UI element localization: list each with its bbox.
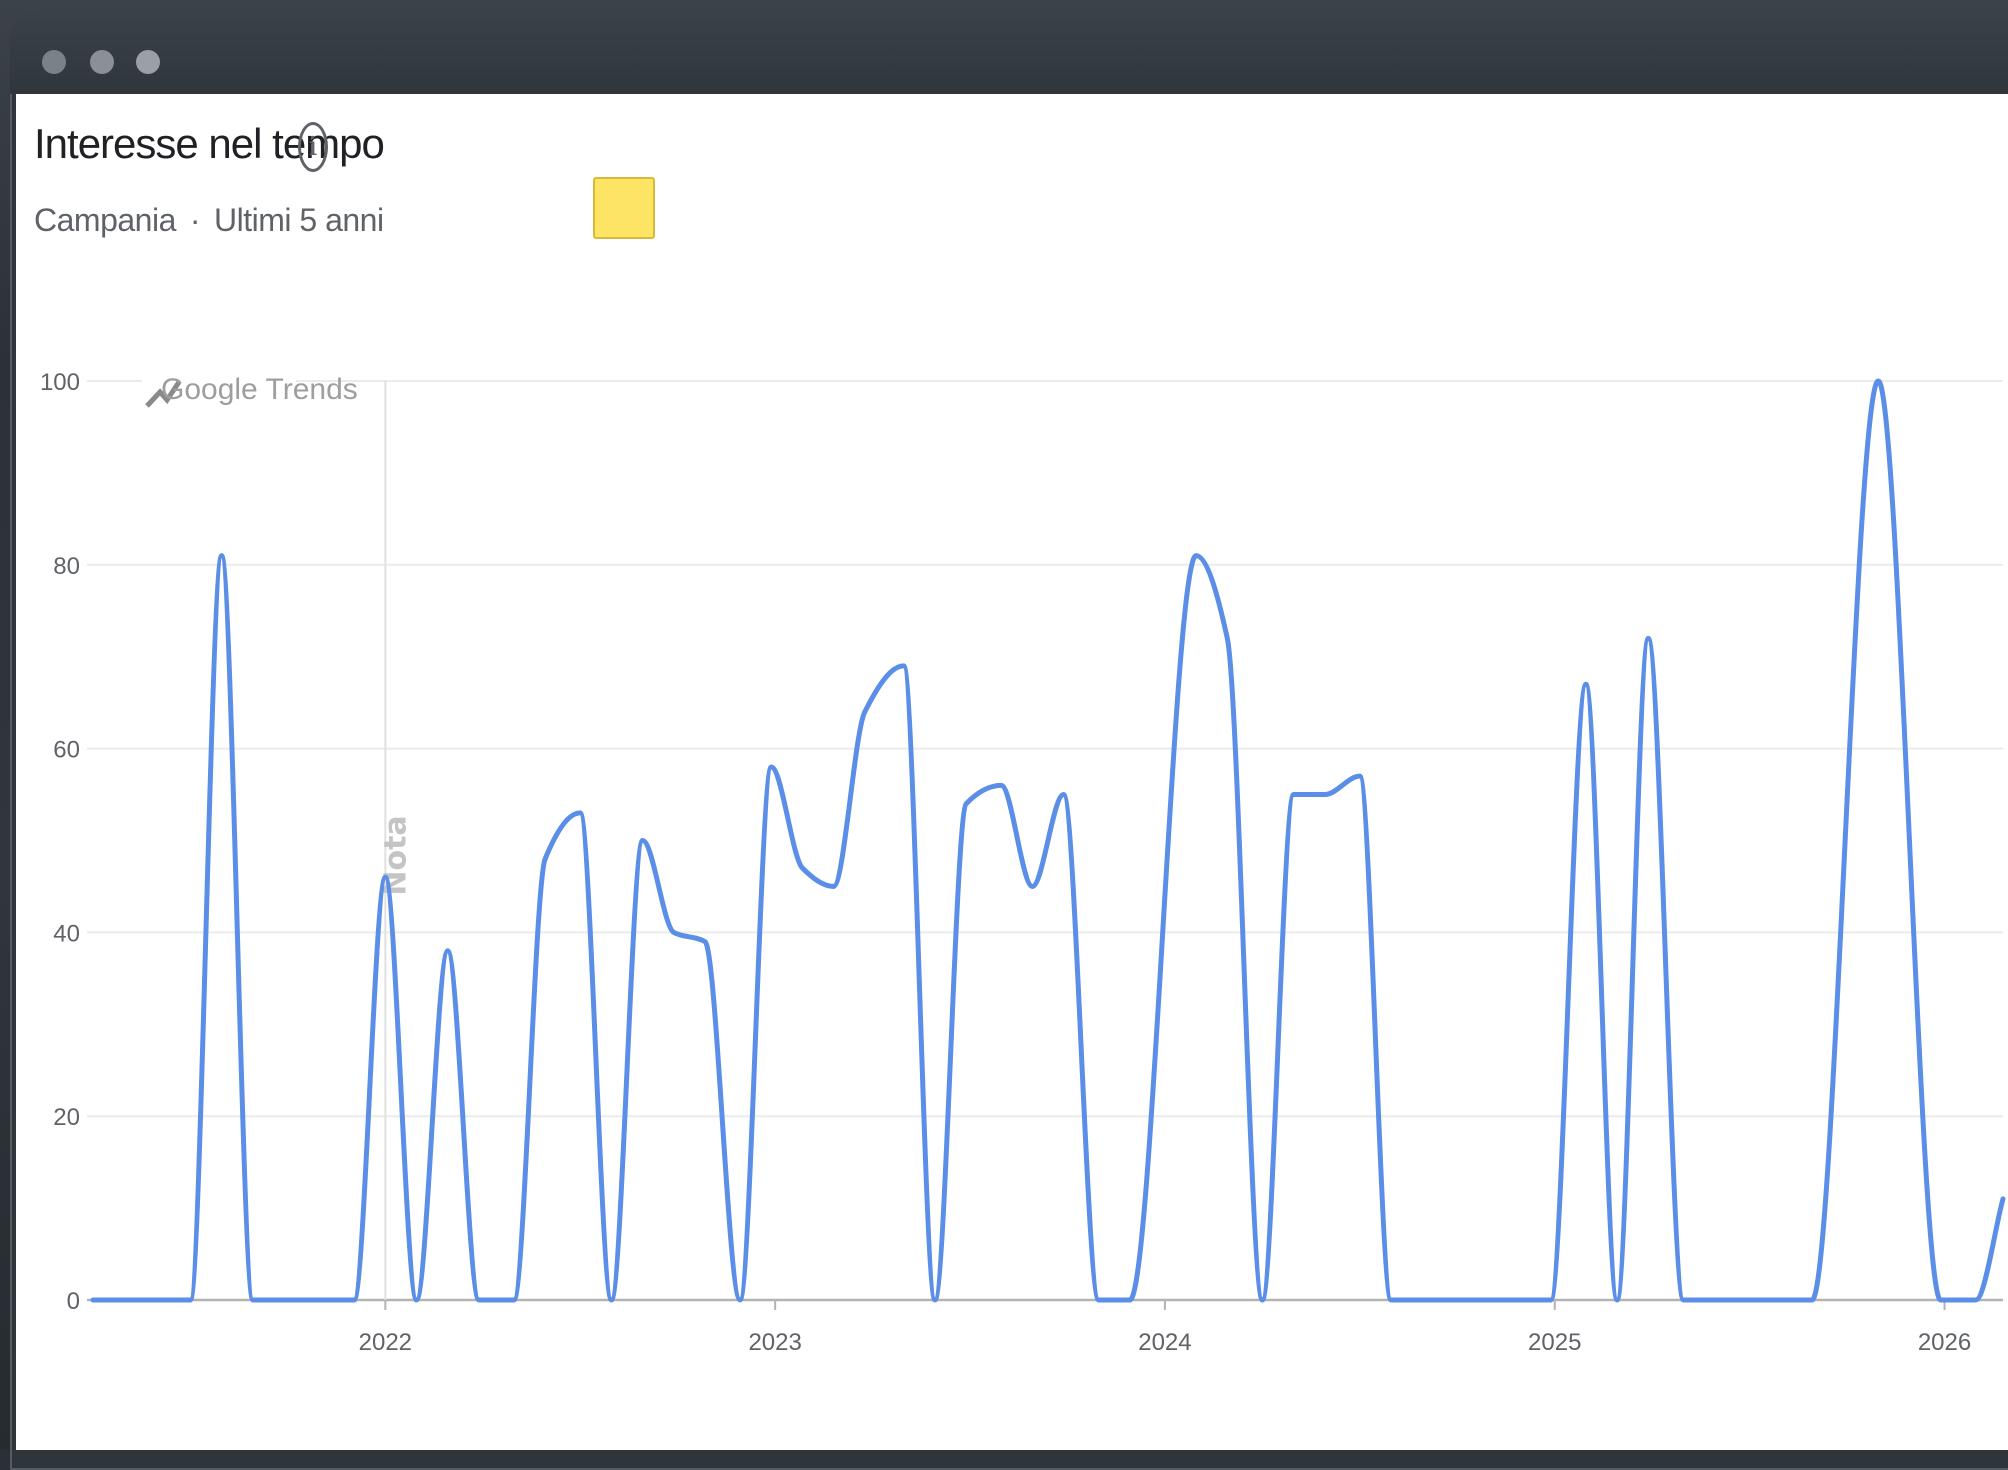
watermark-layer: Google Trends	[142, 361, 358, 417]
trends-panel: Interesse nel tempo i Campania · Ultimi 5 …	[16, 94, 2008, 1450]
annotation-layer: Nota	[378, 381, 413, 1300]
chart-subtitle: Campania · Ultimi 5 anni	[34, 202, 384, 239]
info-icon[interactable]: i	[298, 122, 328, 172]
region-label: Campania	[34, 202, 176, 238]
line-chart: 0 20 40 60 80 100 2022 2023 2024 2025 2026 Nota G…	[40, 361, 2006, 1356]
period-label: Ultimi 5 anni	[214, 202, 384, 238]
window-minimize-button[interactable]	[90, 50, 114, 74]
window-titlebar	[10, 10, 2008, 94]
x-tick-label: 2026	[1918, 1329, 1971, 1356]
series-layer	[90, 378, 2006, 1303]
x-tick-label: 2025	[1528, 1329, 1581, 1356]
y-tick-label: 20	[53, 1104, 80, 1131]
y-tick-label: 40	[53, 920, 80, 947]
window-close-button[interactable]	[42, 50, 66, 74]
subtitle-separator: ·	[189, 202, 201, 238]
y-tick-label: 100	[40, 369, 80, 396]
x-tick-label: 2023	[748, 1329, 801, 1356]
x-tick-label: 2022	[359, 1329, 412, 1356]
watermark-background	[142, 361, 296, 417]
legend-swatch[interactable]	[593, 177, 655, 239]
grid-layer	[87, 380, 2003, 1302]
google-trends-watermark: Google Trends	[161, 373, 358, 406]
x-tick-label: 2024	[1138, 1329, 1191, 1356]
x-axis-ticks: 2022 2023 2024 2025 2026	[359, 1300, 1971, 1356]
y-tick-label: 0	[67, 1288, 80, 1315]
series-line-0	[90, 378, 2006, 1303]
y-axis-ticks: 0 20 40 60 80 100	[40, 369, 80, 1315]
y-tick-label: 60	[53, 737, 80, 764]
y-tick-label: 80	[53, 553, 80, 580]
window-zoom-button[interactable]	[136, 50, 160, 74]
trends-logo-icon	[145, 380, 182, 408]
